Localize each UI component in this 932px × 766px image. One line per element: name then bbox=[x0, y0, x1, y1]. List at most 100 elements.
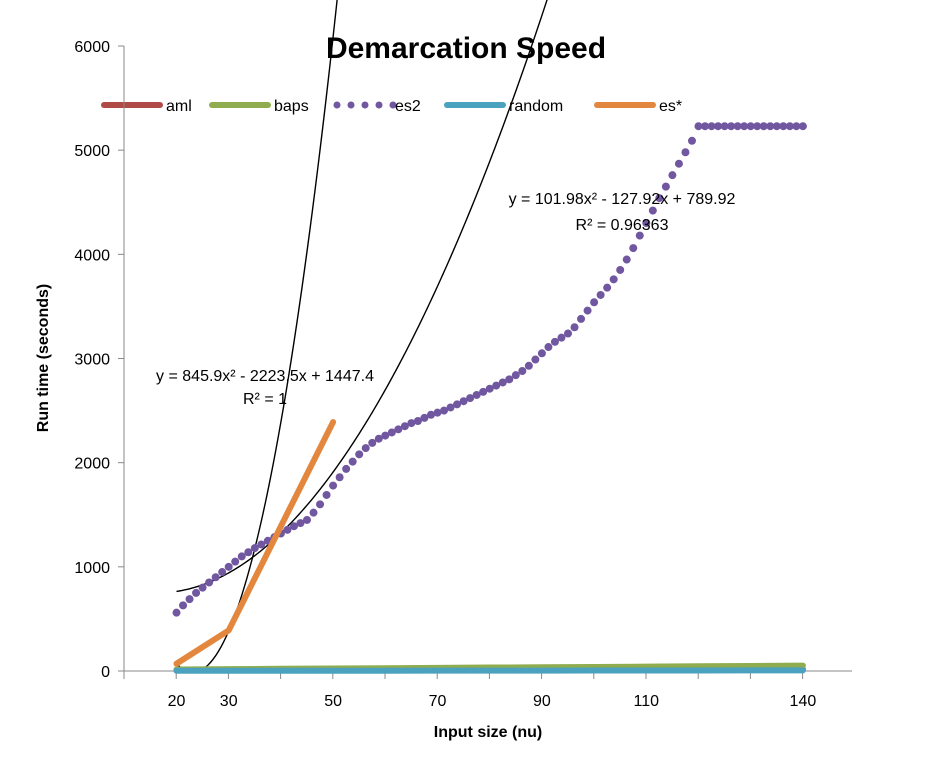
es2-point bbox=[603, 283, 612, 292]
es2-point bbox=[720, 122, 729, 131]
es2-point bbox=[348, 457, 357, 466]
es2-point bbox=[524, 361, 533, 370]
x-tick-label: 140 bbox=[790, 693, 817, 710]
legend-item-es2: es2 bbox=[333, 98, 421, 115]
es2-point bbox=[231, 557, 240, 566]
es2-point bbox=[335, 473, 344, 482]
es2-point bbox=[492, 381, 501, 390]
es2-point bbox=[237, 552, 246, 561]
es2-point bbox=[192, 588, 201, 597]
es2-point bbox=[303, 515, 311, 524]
es2-point bbox=[655, 194, 664, 203]
es2-point bbox=[440, 406, 449, 415]
es2-point bbox=[779, 122, 788, 131]
legend-swatch-dot bbox=[333, 101, 341, 109]
es2-point bbox=[466, 394, 475, 403]
es2-point bbox=[211, 573, 220, 582]
es2-point bbox=[426, 410, 435, 419]
es2-point bbox=[687, 136, 696, 145]
es2-point bbox=[309, 508, 318, 517]
y-tick-label: 3000 bbox=[74, 352, 110, 369]
y-axis-ticks: 0 1000 2000 3000 4000 5000 6000 bbox=[74, 39, 124, 681]
x-tick-label: 70 bbox=[429, 693, 447, 710]
es2-point bbox=[570, 323, 579, 332]
es2-point bbox=[368, 438, 377, 447]
es2-point bbox=[622, 255, 631, 264]
es2-point bbox=[792, 122, 801, 131]
es2-point bbox=[674, 159, 683, 168]
trendline-esstar-r2: R² = 1 bbox=[243, 391, 287, 408]
x-axis-ticks: 20 30 50 70 90 110 140 bbox=[123, 671, 817, 710]
es2-point bbox=[531, 355, 540, 364]
es2-point bbox=[179, 601, 188, 610]
es2-point bbox=[394, 425, 403, 434]
legend-label: aml bbox=[166, 98, 192, 115]
es2-point bbox=[590, 298, 599, 307]
es2-point bbox=[400, 422, 409, 431]
es2-point bbox=[485, 384, 494, 393]
legend-label: baps bbox=[274, 98, 309, 115]
es2-point bbox=[635, 231, 644, 240]
es2-point bbox=[342, 464, 351, 473]
legend-item-baps: baps bbox=[209, 98, 309, 115]
es2-point bbox=[283, 525, 292, 534]
chart-title: Demarcation Speed bbox=[326, 32, 606, 65]
es2-point bbox=[387, 428, 396, 437]
es2-point bbox=[518, 367, 527, 375]
es2-point bbox=[329, 481, 338, 490]
es2-point bbox=[257, 540, 266, 549]
es2-point bbox=[505, 375, 514, 384]
trendline-es2-r2: R² = 0.96363 bbox=[576, 217, 669, 234]
es2-point bbox=[648, 206, 657, 215]
es2-point bbox=[446, 403, 455, 412]
es2-point bbox=[766, 122, 775, 131]
x-tick-label: 50 bbox=[324, 693, 342, 710]
es2-point bbox=[322, 490, 331, 499]
trendline-layer bbox=[176, 0, 548, 674]
es2-point bbox=[668, 171, 677, 180]
trendline-esstar bbox=[176, 0, 338, 674]
legend: aml baps es2 random es* bbox=[101, 98, 682, 115]
legend-label: es* bbox=[659, 98, 682, 115]
es2-point bbox=[459, 397, 468, 406]
series-layer bbox=[172, 122, 807, 674]
es2-point bbox=[753, 122, 762, 131]
x-tick-label: 90 bbox=[533, 693, 551, 710]
y-tick-label: 2000 bbox=[74, 456, 110, 473]
x-axis-label: Input size (nu) bbox=[434, 724, 542, 741]
es2-point bbox=[772, 122, 781, 131]
legend-swatch-dot bbox=[347, 101, 355, 109]
x-tick-label: 110 bbox=[634, 693, 660, 710]
es2-point bbox=[289, 522, 298, 531]
es2-point bbox=[224, 562, 233, 571]
legend-label: random bbox=[509, 98, 563, 115]
y-axis-label: Run time (seconds) bbox=[35, 284, 52, 432]
es2-point bbox=[629, 244, 638, 253]
es2-point bbox=[198, 583, 207, 592]
es2-point bbox=[498, 378, 507, 387]
y-tick-label: 4000 bbox=[74, 247, 110, 264]
es2-point bbox=[740, 122, 749, 131]
trendline-es2-label: y = 101.98x² - 127.92x + 789.92 R² = 0.9… bbox=[509, 191, 736, 234]
es2-point bbox=[661, 182, 670, 191]
legend-swatch-dot bbox=[375, 101, 383, 109]
es2-point bbox=[577, 314, 586, 323]
es2-point bbox=[759, 122, 768, 131]
legend-swatch-dot bbox=[361, 101, 369, 109]
es2-point bbox=[218, 568, 227, 577]
series-esstar-line bbox=[173, 419, 337, 667]
trendline-esstar-equation: y = 845.9x² - 2223.5x + 1447.4 bbox=[156, 368, 374, 385]
es2-point bbox=[296, 519, 305, 528]
es2-point bbox=[642, 219, 651, 228]
es2-point bbox=[596, 290, 605, 299]
es2-point bbox=[472, 390, 481, 399]
y-tick-label: 6000 bbox=[74, 39, 110, 56]
y-tick-label: 1000 bbox=[74, 560, 110, 577]
es2-point bbox=[583, 306, 592, 315]
es2-point bbox=[413, 417, 422, 425]
x-tick-label: 20 bbox=[168, 693, 186, 710]
es2-point bbox=[172, 608, 181, 617]
es2-point bbox=[785, 122, 794, 131]
es2-point bbox=[537, 349, 546, 358]
